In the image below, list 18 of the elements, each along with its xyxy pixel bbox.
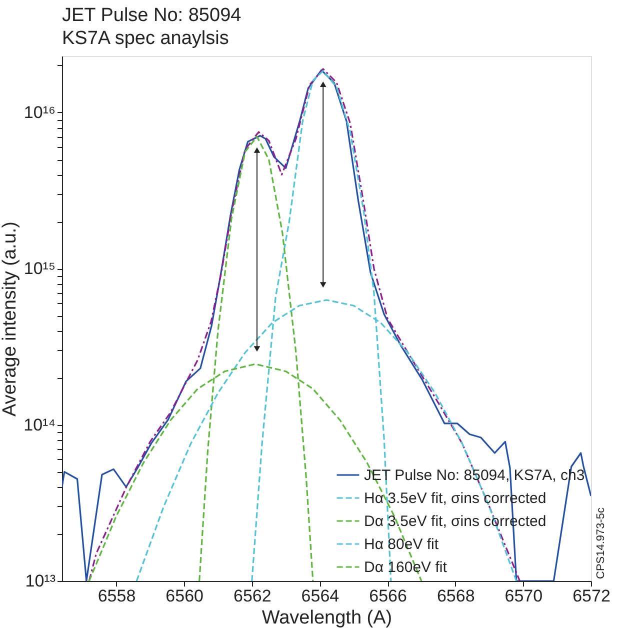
x-tick-label: 6558	[98, 586, 136, 606]
y-tick-label: 10¹³	[25, 572, 56, 590]
x-axis-title: Wavelength (A)	[262, 608, 392, 628]
chart-title: JET Pulse No: 85094	[62, 5, 242, 26]
x-tick-label: 6572	[572, 586, 610, 606]
y-tick-label: 10¹⁴	[24, 415, 56, 434]
x-tick-label: 6570	[504, 586, 543, 606]
y-tick-label: 10¹⁶	[24, 102, 56, 122]
chart-subtitle: KS7A spec anaylsis	[62, 28, 229, 49]
text: CPS14.973-5c	[595, 506, 607, 579]
legend-label: Dα 160eV fit	[364, 559, 448, 576]
x-tick-label: 6564	[301, 586, 340, 606]
x-tick-label: 6562	[233, 586, 272, 606]
x-tick-label: 6566	[369, 586, 407, 606]
x-tick-label: 6560	[166, 586, 204, 606]
y-tick-label: 10¹⁵	[24, 259, 56, 278]
y-axis-title: Average intensity (a.u.)	[0, 221, 21, 417]
x-tick-label: 6568	[436, 586, 475, 606]
